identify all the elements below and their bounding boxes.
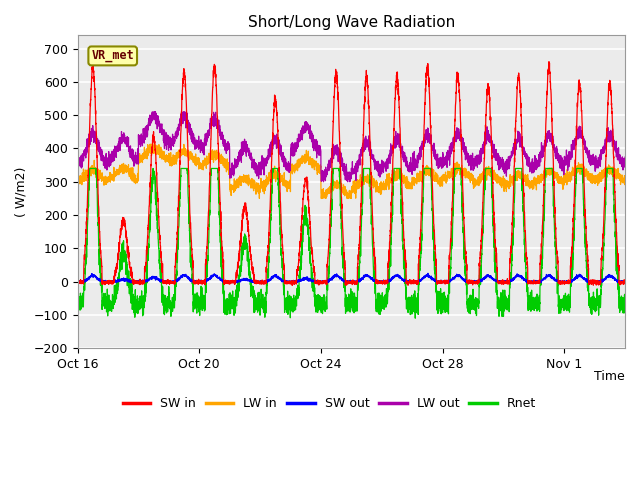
LW in (621, 173, 628, 179)
Title: Short/Long Wave Radiation: Short/Long Wave Radiation (248, 15, 455, 30)
SW in (172, 250, 180, 256)
SW out (444, 279, 452, 285)
LW out (474, 153, 482, 159)
SW in (545, 59, 553, 64)
SW out (506, 279, 513, 285)
SW in (289, 283, 296, 288)
SW in (621, 278, 629, 284)
Rnet (74, 310, 81, 316)
Rnet (621, 292, 628, 298)
Line: LW out: LW out (77, 112, 625, 182)
SW out (424, 270, 432, 276)
LW out (506, 161, 513, 167)
LW out (148, 109, 156, 115)
LW out (332, 143, 339, 149)
SW in (331, 81, 339, 87)
Text: Time: Time (595, 370, 625, 383)
LW in (444, 168, 452, 174)
Line: SW out: SW out (77, 273, 625, 283)
Rnet (86, 166, 93, 171)
LW in (172, 161, 180, 167)
LW out (621, 158, 628, 164)
LW out (74, 163, 81, 168)
Rnet (621, 291, 629, 297)
LW in (621, 180, 629, 186)
Rnet (331, 166, 339, 171)
Rnet (172, 284, 180, 289)
SW out (172, 278, 180, 284)
SW in (505, 280, 513, 286)
Rnet (412, 315, 419, 321)
LW in (506, 183, 513, 189)
LW out (319, 179, 327, 185)
LW in (474, 177, 482, 183)
Line: Rnet: Rnet (77, 168, 625, 318)
SW in (621, 279, 628, 285)
Rnet (474, 303, 482, 309)
SW in (74, 281, 81, 287)
Text: VR_met: VR_met (92, 49, 134, 62)
LW in (150, 140, 158, 146)
LW in (255, 195, 263, 201)
SW out (331, 273, 339, 279)
LW out (172, 131, 180, 137)
Rnet (506, 309, 513, 314)
Line: LW in: LW in (77, 143, 625, 198)
SW in (444, 280, 452, 286)
Legend: SW in, LW in, SW out, LW out, Rnet: SW in, LW in, SW out, LW out, Rnet (118, 392, 541, 415)
LW out (444, 148, 452, 154)
LW in (74, 175, 81, 180)
SW in (474, 277, 482, 283)
SW out (167, 280, 175, 286)
SW out (621, 279, 629, 285)
Line: SW in: SW in (77, 61, 625, 286)
SW out (621, 279, 628, 285)
LW in (332, 185, 339, 191)
Rnet (444, 303, 452, 309)
Y-axis label: ( W/m2): ( W/m2) (15, 167, 28, 217)
SW out (474, 280, 482, 286)
LW out (621, 154, 629, 160)
SW out (74, 278, 81, 284)
